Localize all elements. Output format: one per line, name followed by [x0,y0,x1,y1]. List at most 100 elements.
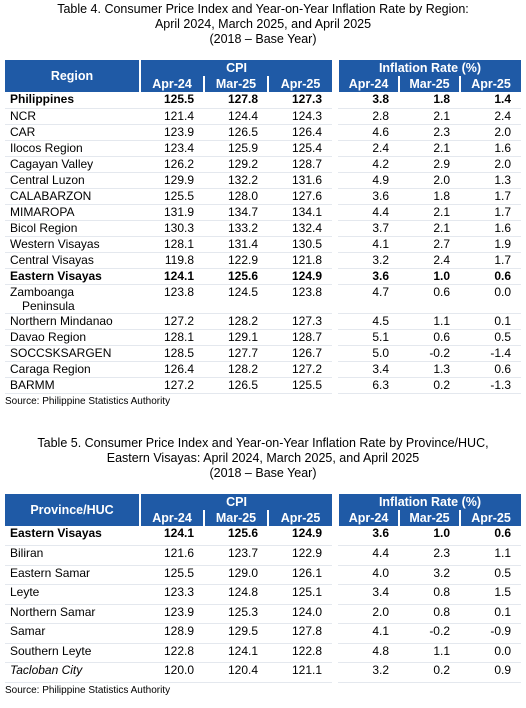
inflation-cell: 2.0 [399,172,460,189]
inflation-cell: 4.8 [338,643,399,663]
cpi-cell: 132.2 [204,172,268,189]
inflation-cell: 1.8 [399,188,460,205]
inflation-cell: 0.2 [399,377,460,394]
cpi-cell: 127.2 [268,361,332,378]
cpi-cell: 131.6 [268,172,332,189]
data-table: Province/HUC CPI Inflation Rate (%) Apr-24 M… [5,494,522,683]
header-cell: Apr-25 [458,76,522,92]
inflation-cell: 0.5 [460,565,522,585]
table-row: Southern Leyte 122.8 124.1 122.8 4.8 1.1 0.0 [5,643,522,663]
table-title: Table 5. Consumer Price Index and Year-o… [5,436,521,481]
header-cell: Inflation Rate (%) [336,494,522,510]
header-gap [332,494,338,526]
cpi-cell: 123.7 [204,545,268,566]
cpi-cell: 127.2 [140,377,204,394]
row-label: Western Visayas [5,236,140,253]
inflation-cell: -0.9 [460,623,522,644]
table-row: Central Visayas 119.8 122.9 121.8 3.2 2.4 1.7 [5,252,522,269]
cpi-cell: 127.8 [268,623,332,644]
cpi-cell: 125.6 [204,268,268,285]
inflation-cell: 4.1 [338,236,399,253]
row-label: Northern Mindanao [5,313,140,330]
row-label: Zamboanga Peninsula [5,284,140,314]
cpi-cell: 124.1 [204,643,268,663]
inflation-cell: -0.2 [399,345,460,362]
inflation-cell: 3.6 [338,268,399,285]
cpi-cell: 125.5 [140,565,204,585]
cpi-cell: 127.7 [204,345,268,362]
cpi-cell: 121.8 [268,252,332,269]
table-row: CALABARZON 125.5 128.0 127.6 3.6 1.8 1.7 [5,188,522,205]
cpi-cell: 126.4 [140,361,204,378]
table-row: Tacloban City 120.0 120.4 121.1 3.2 0.2 0.9 [5,662,522,683]
cpi-cell: 126.5 [204,124,268,141]
cpi-cell: 125.9 [204,140,268,157]
cpi-cell: 125.3 [204,604,268,624]
gap-cell [332,188,338,204]
cpi-cell: 122.8 [140,643,204,663]
gap-cell [332,156,338,172]
inflation-cell: 4.4 [338,545,399,566]
table-row: Western Visayas 128.1 131.4 130.5 4.1 2.7 1.9 [5,236,522,253]
cpi-cell: 124.4 [204,108,268,125]
gap-cell [332,284,338,313]
gap-cell [332,313,338,329]
inflation-cell: 1.3 [399,361,460,378]
table-row: Northern Samar 123.9 125.3 124.0 2.0 0.8 0.1 [5,604,522,624]
cpi-cell: 127.3 [268,92,332,109]
cpi-cell: 128.2 [204,313,268,330]
cpi-cell: 125.6 [204,526,268,546]
cpi-cell: 124.1 [140,526,204,546]
cpi-cell: 129.0 [204,565,268,585]
inflation-cell: 2.9 [399,156,460,173]
row-label: Leyte [5,584,140,605]
table-row: CAR 123.9 126.5 126.4 4.6 2.3 2.0 [5,124,522,141]
cpi-cell: 126.4 [268,124,332,141]
header-cell: Apr-24 [337,76,399,92]
cpi-cell: 123.8 [268,284,332,314]
row-label: NCR [5,108,140,125]
inflation-cell: 3.6 [338,526,399,546]
table-row: Davao Region 128.1 129.1 128.7 5.1 0.6 0.5 [5,329,522,346]
cpi-cell: 128.9 [140,623,204,644]
gap-cell [332,92,338,108]
inflation-cell: 0.6 [399,284,460,314]
inflation-cell: 1.1 [460,545,522,566]
table-row: Philippines 125.5 127.8 127.3 3.8 1.8 1.4 [5,92,522,109]
inflation-cell: 0.8 [399,604,460,624]
header-cell: Inflation Rate (%) [336,60,522,76]
cpi-cell: 122.8 [268,643,332,663]
inflation-cell: 6.3 [338,377,399,394]
inflation-cell: 1.6 [460,220,522,237]
inflation-cell: 2.7 [399,236,460,253]
table-row: NCR 121.4 124.4 124.3 2.8 2.1 2.4 [5,108,522,125]
inflation-cell: 5.1 [338,329,399,346]
gap-cell [332,545,338,565]
cpi-cell: 130.3 [140,220,204,237]
title-line: Table 5. Consumer Price Index and Year-o… [37,436,489,450]
row-label: Central Visayas [5,252,140,269]
table-row: SOCCSKSARGEN 128.5 127.7 126.7 5.0 -0.2 -1.4 [5,345,522,362]
inflation-cell: 2.0 [460,124,522,141]
row-label: SOCCSKSARGEN [5,345,140,362]
inflation-cell: 1.8 [399,92,460,109]
cpi-cell: 127.8 [204,92,268,109]
gap-cell [332,236,338,252]
inflation-cell: 0.2 [399,662,460,683]
table-block: Table 5. Consumer Price Index and Year-o… [5,436,522,696]
cpi-cell: 126.7 [268,345,332,362]
header-cell: Mar-25 [203,76,268,92]
inflation-cell: 3.8 [338,92,399,109]
inflation-cell: 0.6 [460,361,522,378]
header-row: Province/HUC CPI Inflation Rate (%) [5,494,522,526]
inflation-cell: 3.4 [338,361,399,378]
inflation-cell: 4.5 [338,313,399,330]
table-row: MIMAROPA 131.9 134.7 134.1 4.4 2.1 1.7 [5,204,522,221]
inflation-cell: -1.3 [460,377,522,394]
cpi-cell: 125.5 [140,188,204,205]
cpi-cell: 131.9 [140,204,204,221]
row-label: Ilocos Region [5,140,140,157]
gap-cell [332,220,338,236]
cpi-cell: 126.1 [268,565,332,585]
cpi-cell: 124.5 [204,284,268,314]
